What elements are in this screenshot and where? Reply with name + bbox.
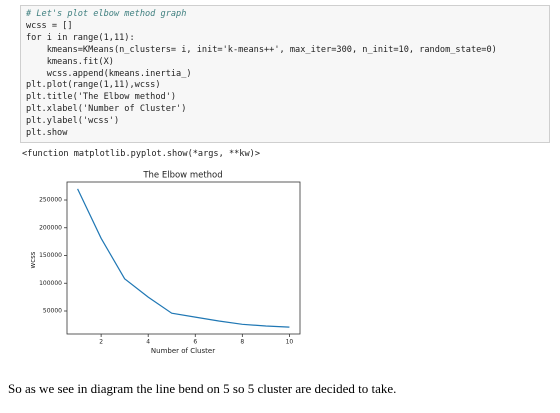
y-axis-label: wcss bbox=[29, 251, 37, 268]
x-tick-label: 4 bbox=[146, 339, 150, 346]
code-line: kmeans.fit(X) bbox=[26, 56, 114, 67]
code-cell[interactable]: # Let's plot elbow method graph wcss = []… bbox=[20, 5, 550, 143]
code-line: # Let's plot elbow method graph bbox=[26, 9, 187, 19]
code-line: plt.show bbox=[26, 128, 68, 139]
code-line: plt.title('The Elbow method') bbox=[26, 92, 177, 103]
cell-output: <function matplotlib.pyplot.show(*args, … bbox=[22, 149, 260, 159]
code-line: for i in range(1,11): bbox=[26, 32, 135, 43]
code-line: plt.plot(range(1,11),wcss) bbox=[26, 80, 161, 91]
y-tick-label: 150000 bbox=[39, 252, 62, 259]
y-tick-label: 50000 bbox=[43, 307, 62, 314]
code-line: plt.xlabel('Number of Cluster') bbox=[26, 104, 187, 115]
code-line: plt.ylabel('wcss') bbox=[26, 116, 120, 127]
x-tick-label: 2 bbox=[99, 339, 103, 346]
code-line: kmeans=KMeans(n_clusters= i, init='k-mea… bbox=[26, 44, 497, 55]
caption: So as we see in diagram the line bend on… bbox=[8, 381, 397, 396]
data-line bbox=[77, 188, 290, 328]
code-line: wcss = [] bbox=[26, 20, 73, 31]
y-tick-label: 200000 bbox=[39, 224, 62, 231]
x-tick-label: 8 bbox=[240, 339, 244, 346]
x-axis-label: Number of Cluster bbox=[151, 347, 215, 355]
y-tick-label: 100000 bbox=[39, 280, 62, 287]
code-line: wcss.append(kmeans.inertia_) bbox=[26, 68, 192, 79]
x-tick-label: 6 bbox=[193, 339, 197, 346]
plot-frame bbox=[66, 181, 301, 335]
chart-title: The Elbow method bbox=[142, 171, 222, 181]
x-tick-label: 10 bbox=[286, 339, 294, 346]
y-tick-label: 250000 bbox=[39, 197, 62, 204]
